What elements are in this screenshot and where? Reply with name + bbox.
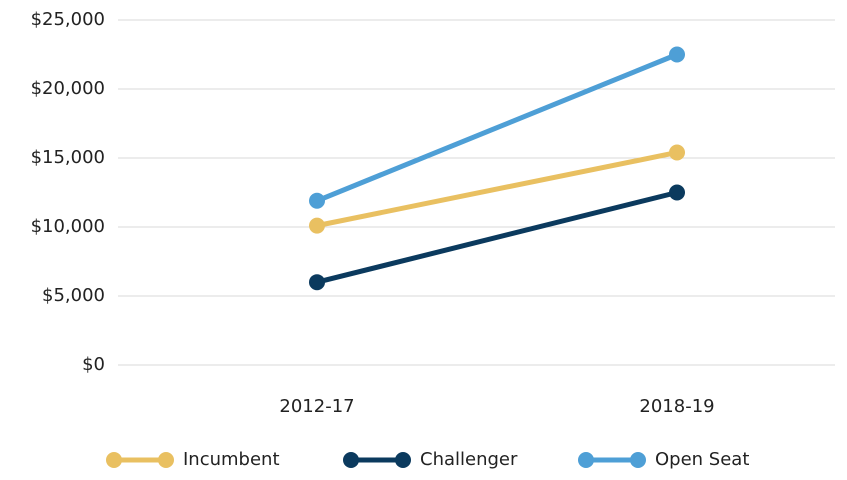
x-tick-label: 2018-19	[639, 396, 714, 417]
y-tick-label: $25,000	[31, 9, 105, 30]
legend-label: Incumbent	[183, 449, 280, 470]
legend-label: Open Seat	[655, 449, 749, 470]
legend-label: Challenger	[420, 449, 518, 470]
legend-marker	[630, 452, 646, 468]
y-tick-label: $15,000	[31, 147, 105, 168]
legend-marker	[395, 452, 411, 468]
data-point	[309, 217, 325, 234]
legend-marker	[106, 452, 122, 468]
data-point	[669, 144, 685, 161]
data-point	[669, 46, 685, 63]
y-tick-label: $10,000	[31, 216, 105, 237]
series-line	[316, 150, 678, 229]
data-point	[669, 184, 685, 201]
y-tick-label: $20,000	[31, 78, 105, 99]
series-line	[316, 190, 678, 285]
legend-marker	[343, 452, 359, 468]
legend-marker	[578, 452, 594, 468]
y-tick-label: $5,000	[42, 285, 105, 306]
series-line	[316, 52, 678, 204]
data-point	[309, 274, 325, 291]
y-tick-label: $0	[82, 354, 105, 375]
data-point	[309, 192, 325, 209]
x-tick-label: 2012-17	[279, 396, 354, 417]
legend-marker	[158, 452, 174, 468]
